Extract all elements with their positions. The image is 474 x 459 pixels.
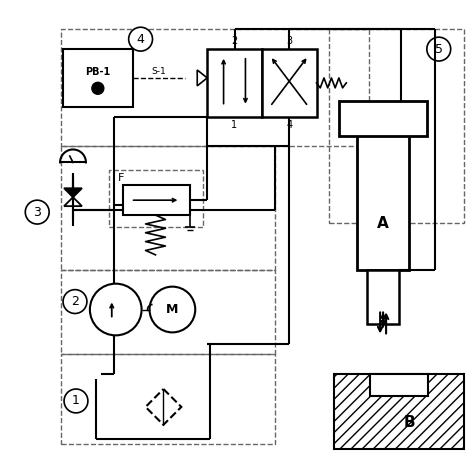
Bar	[339, 101, 427, 135]
Bar	[109, 170, 203, 227]
Polygon shape	[197, 70, 207, 86]
Text: A: A	[377, 216, 389, 231]
Bar	[63, 49, 133, 107]
Circle shape	[90, 284, 142, 336]
Polygon shape	[64, 188, 82, 197]
Circle shape	[128, 27, 153, 51]
Circle shape	[149, 287, 195, 332]
Circle shape	[427, 37, 451, 61]
Text: 1: 1	[72, 394, 80, 408]
Text: 2: 2	[231, 36, 237, 46]
Text: F: F	[118, 174, 124, 183]
Bar	[357, 106, 409, 270]
Circle shape	[25, 200, 49, 224]
Polygon shape	[146, 389, 182, 425]
Text: 2: 2	[71, 295, 79, 308]
Text: 5: 5	[435, 43, 443, 56]
Bar	[61, 354, 275, 444]
Text: M: M	[166, 303, 179, 316]
Text: 1: 1	[231, 120, 237, 129]
Bar	[262, 49, 317, 117]
Text: PB-1: PB-1	[85, 67, 110, 77]
Bar	[207, 49, 262, 117]
Text: S-1: S-1	[152, 67, 166, 77]
Bar	[61, 29, 369, 146]
Text: 3: 3	[33, 206, 41, 218]
Text: 4: 4	[137, 33, 145, 45]
Text: 4: 4	[286, 120, 292, 129]
Bar	[329, 29, 464, 223]
Polygon shape	[64, 197, 82, 206]
Bar	[334, 374, 464, 448]
Bar	[370, 374, 428, 396]
Text: 3: 3	[286, 36, 292, 46]
Circle shape	[63, 290, 87, 313]
Circle shape	[92, 82, 104, 94]
Bar	[367, 270, 399, 325]
Circle shape	[64, 389, 88, 413]
Bar	[61, 270, 275, 354]
Bar	[61, 146, 275, 270]
Text: B: B	[403, 415, 415, 430]
Bar	[123, 185, 190, 215]
